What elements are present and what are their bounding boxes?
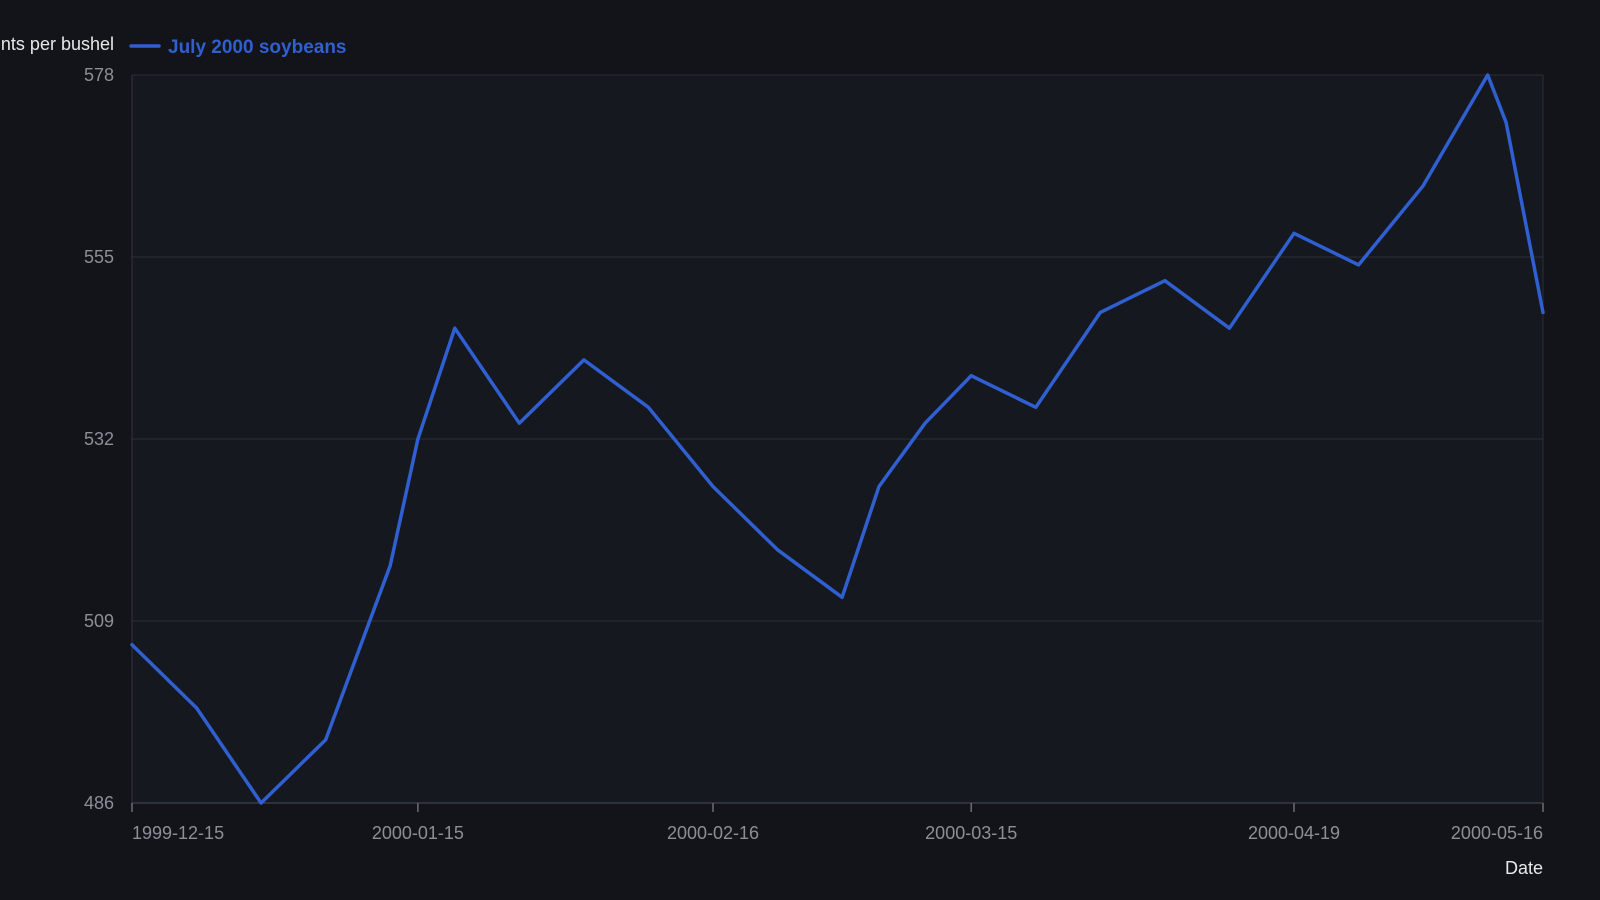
y-tick-label: 486 <box>84 793 114 813</box>
x-tick-label: 2000-05-16 <box>1451 823 1543 843</box>
series-line <box>130 73 1545 805</box>
y-axis-ticks: 486 509 532 555 578 <box>84 65 114 813</box>
y-tick-label: 532 <box>84 429 114 449</box>
x-axis-ticks: 1999-12-15 2000-01-15 2000-02-16 2000-03-15… <box>131 803 1544 843</box>
y-axis-title: Cents per bushel <box>0 34 114 54</box>
y-tick-label: 509 <box>84 611 114 631</box>
x-tick-label: 2000-04-19 <box>1248 823 1340 843</box>
y-tick-label: 555 <box>84 247 114 267</box>
x-tick-label: 2000-02-16 <box>667 823 759 843</box>
x-tick-label: 1999-12-15 <box>132 823 224 843</box>
y-tick-label: 578 <box>84 65 114 85</box>
x-tick-label: 2000-01-15 <box>372 823 464 843</box>
x-axis-title: Date <box>1505 858 1543 878</box>
legend: July 2000 soybeans <box>129 37 347 58</box>
x-tick-label: 2000-03-15 <box>925 823 1017 843</box>
axes <box>131 74 1544 804</box>
series-lines <box>130 73 1545 805</box>
legend-label: July 2000 soybeans <box>168 37 347 58</box>
